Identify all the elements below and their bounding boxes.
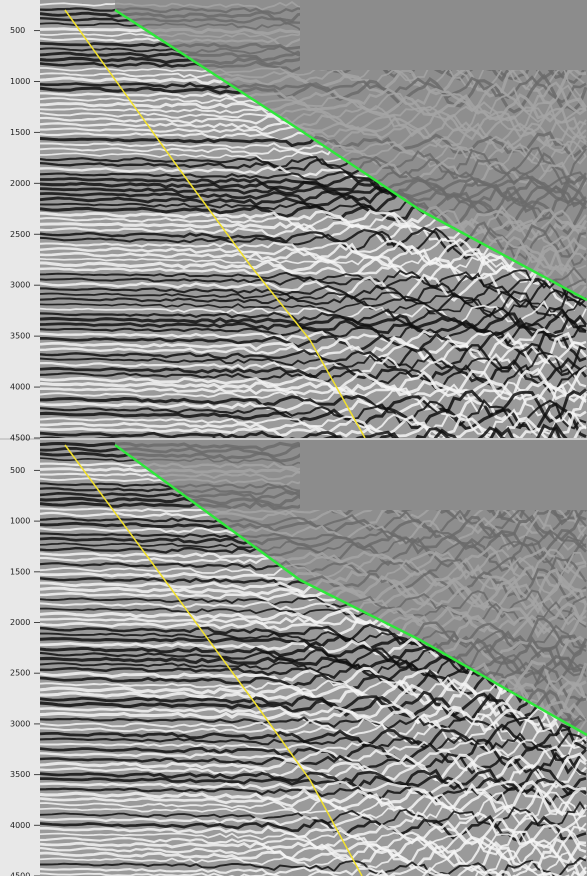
top-gray	[300, 440, 587, 510]
y-tick-label: 2000	[10, 179, 30, 188]
y-tick-label: 4000	[10, 821, 30, 830]
panel	[40, 436, 587, 876]
panel-divider	[0, 438, 587, 440]
y-tick-label: 3500	[10, 770, 30, 779]
top-gray	[300, 0, 587, 70]
y-tick-label: 2500	[10, 669, 30, 678]
y-tick-label: 2000	[10, 618, 30, 627]
y-tick-label: 2500	[10, 230, 30, 239]
page: 500 1000 1500 2000 2500 3000 3500 4000 4500 500 10…	[0, 0, 587, 876]
y-tick-label: 4500	[10, 434, 30, 443]
y-tick-label: 3000	[10, 719, 30, 728]
y-tick-label: 1000	[10, 77, 30, 86]
y-tick-label: 1500	[10, 128, 30, 137]
seismic-display: 500 1000 1500 2000 2500 3000 3500 4000 4500 500 10…	[0, 0, 587, 876]
y-tick-label: 500	[10, 26, 25, 35]
y-tick-label: 1000	[10, 517, 30, 526]
y-tick-label: 3000	[10, 281, 30, 290]
y-tick-label: 3500	[10, 332, 30, 341]
y-tick-label: 1500	[10, 567, 30, 576]
panel	[40, 0, 587, 463]
y-tick-label: 4000	[10, 383, 30, 392]
y-tick-label: 500	[10, 466, 25, 475]
y-tick-label: 4500	[10, 872, 30, 876]
